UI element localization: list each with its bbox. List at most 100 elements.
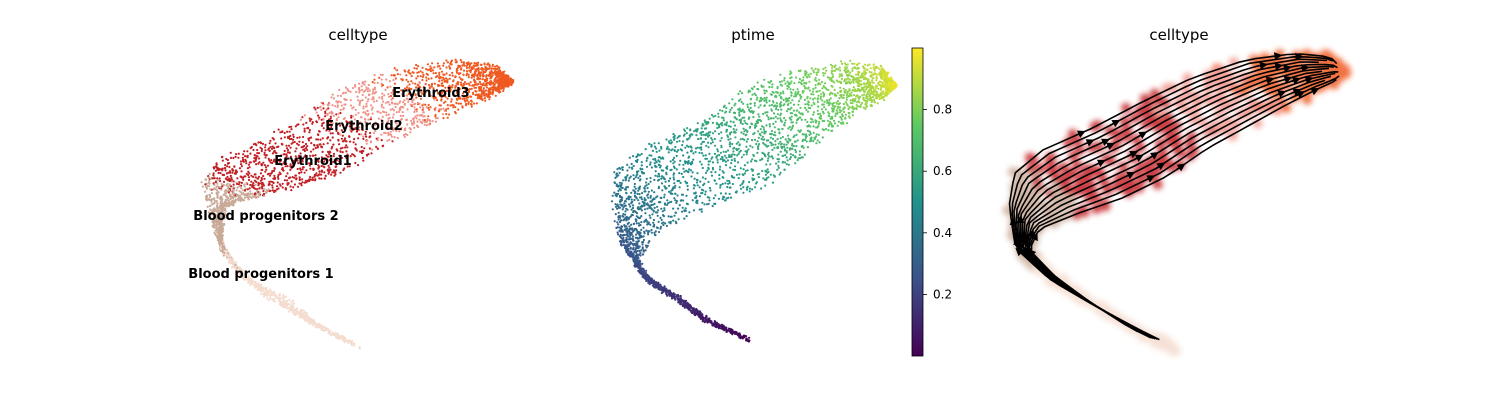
- cell-point: [387, 113, 390, 116]
- cell-point: [380, 103, 383, 106]
- cell-point: [402, 114, 405, 117]
- cell-point: [357, 111, 360, 115]
- cell-point: [369, 135, 372, 138]
- cell-point: [366, 109, 369, 112]
- cell-point: [485, 77, 488, 81]
- cell-point: [422, 89, 425, 92]
- cell-point: [212, 222, 215, 225]
- cell-point: [617, 223, 620, 226]
- cell-point: [760, 131, 764, 134]
- cell-point: [463, 81, 466, 84]
- cell-point: [224, 198, 227, 201]
- cell-point: [479, 77, 482, 80]
- cell-point: [509, 81, 512, 84]
- cell-point: [385, 111, 388, 114]
- cell-point: [449, 104, 452, 107]
- cell-point: [222, 193, 225, 196]
- cell-point: [814, 78, 817, 81]
- cell-point: [775, 162, 778, 165]
- cell-point: [232, 204, 235, 207]
- cell-point: [390, 74, 393, 77]
- cell-point: [485, 69, 488, 72]
- cell-point: [681, 140, 685, 143]
- cell-point: [303, 148, 306, 151]
- cell-point: [876, 102, 879, 105]
- cell-point: [680, 172, 683, 175]
- cell-point: [288, 298, 291, 301]
- cell-point: [425, 76, 428, 79]
- cell-point: [358, 82, 361, 85]
- cell-point: [270, 159, 273, 162]
- cell-point: [215, 166, 218, 169]
- cell-point: [479, 72, 482, 76]
- cell-point: [364, 96, 367, 99]
- cell-point: [437, 76, 441, 79]
- cell-point: [477, 78, 480, 81]
- cell-point: [204, 183, 207, 186]
- cell-point: [311, 319, 314, 322]
- cell-point: [415, 96, 418, 99]
- cell-point: [230, 176, 233, 179]
- cell-point: [459, 78, 463, 81]
- cell-point: [363, 83, 366, 86]
- cell-point: [361, 124, 364, 127]
- cell-point: [267, 147, 270, 150]
- cell-point: [416, 75, 419, 78]
- cell-point: [339, 150, 342, 153]
- cell-point: [388, 132, 391, 136]
- cell-point: [402, 133, 406, 137]
- cell-point: [353, 83, 357, 87]
- cell-point: [205, 178, 208, 181]
- cell-point: [311, 178, 314, 182]
- cell-point: [382, 144, 385, 147]
- cell-point: [442, 73, 445, 76]
- cell-point: [495, 71, 498, 74]
- cell-point: [226, 257, 229, 260]
- cell-point: [488, 65, 491, 68]
- cell-point: [422, 86, 425, 89]
- cell-point: [210, 200, 213, 203]
- cell-point: [277, 173, 280, 176]
- cell-point: [224, 250, 227, 253]
- cell-point: [433, 82, 436, 85]
- cell-point: [318, 170, 321, 173]
- cell-point: [773, 175, 776, 178]
- cell-point: [286, 165, 289, 168]
- cell-point: [438, 104, 441, 107]
- cell-point: [773, 126, 776, 129]
- cell-point: [227, 185, 230, 188]
- cell-point: [339, 147, 342, 150]
- cell-point: [445, 72, 448, 75]
- cell-point: [405, 78, 408, 81]
- cell-point: [390, 98, 393, 101]
- cell-point: [349, 342, 352, 345]
- cell-point: [816, 100, 820, 103]
- cell-point: [406, 123, 409, 126]
- cell-point: [794, 148, 797, 152]
- cell-point: [354, 143, 357, 146]
- cell-point: [470, 76, 473, 79]
- cell-point: [473, 102, 476, 105]
- cell-point: [222, 227, 225, 230]
- cell-point: [739, 109, 743, 113]
- cell-point: [278, 292, 281, 296]
- cell-point: [349, 104, 353, 107]
- cell-point: [263, 151, 266, 154]
- cell-point: [324, 328, 327, 331]
- cell-point: [480, 96, 483, 99]
- cell-point: [473, 81, 477, 84]
- cell-point: [822, 74, 825, 77]
- cell-point: [496, 75, 499, 78]
- cell-point: [425, 68, 428, 71]
- cell-point: [371, 148, 374, 151]
- cell-point: [249, 193, 252, 196]
- cell-point: [474, 70, 477, 73]
- cell-point: [219, 180, 222, 183]
- cell-point: [268, 174, 272, 177]
- cell-point: [252, 160, 255, 163]
- cell-point: [472, 91, 475, 94]
- cell-point: [674, 211, 677, 214]
- cell-point: [454, 112, 457, 115]
- cell-point: [383, 111, 386, 114]
- cell-point: [356, 164, 360, 167]
